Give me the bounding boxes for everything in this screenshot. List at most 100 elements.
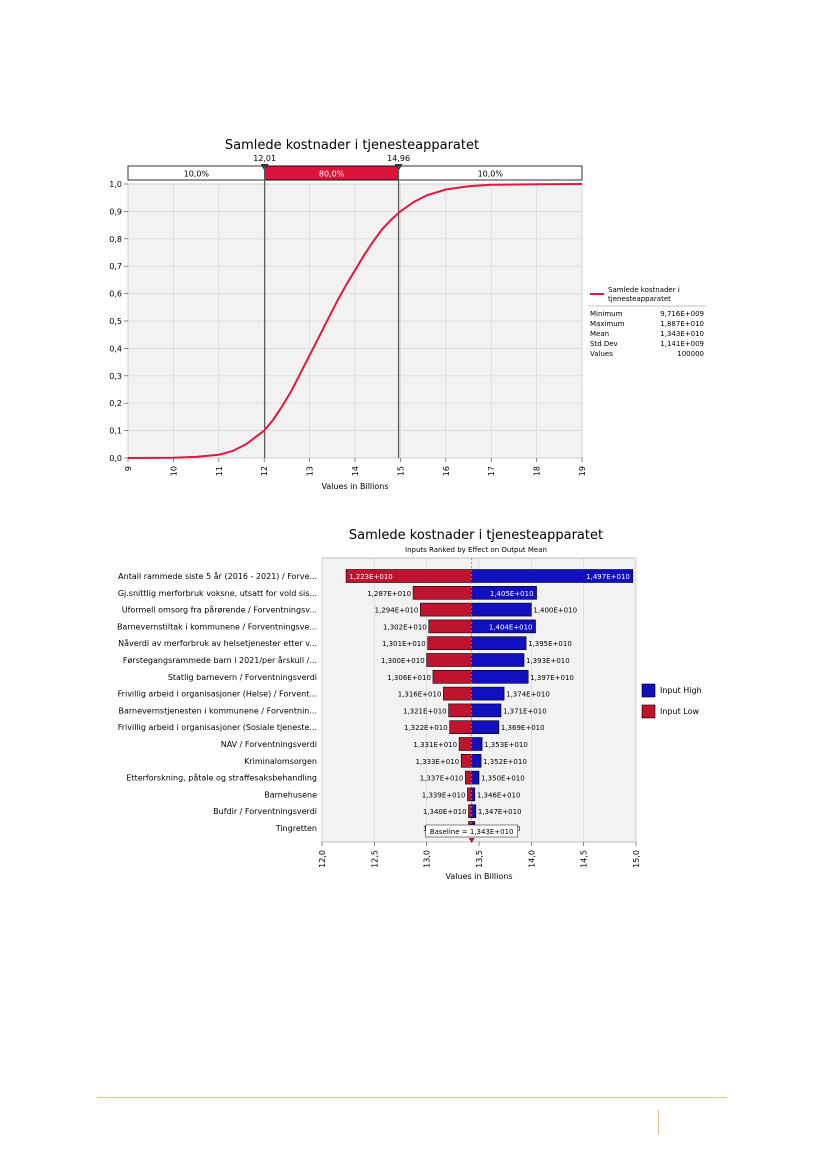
cdf-y-tick-label: 0,6 xyxy=(109,290,122,299)
tornado-low-bar xyxy=(448,703,472,718)
cdf-x-tick-label: 18 xyxy=(533,466,542,476)
cdf-y-tick-label: 0,5 xyxy=(109,317,122,326)
legend-stat-name: Values xyxy=(590,350,613,358)
cdf-x-tick-label: 17 xyxy=(487,466,496,476)
tornado-high-bar xyxy=(471,787,476,802)
tornado-low-value: 1,331E+010 xyxy=(413,741,457,749)
tornado-high-bar xyxy=(471,585,537,600)
baseline-marker-icon xyxy=(468,838,475,843)
tornado-category-label: NAV / Forventningsverdi xyxy=(221,740,317,749)
legend-label-line1: Samlede kostnader i xyxy=(608,286,680,294)
tornado-x-tick-label: 13,0 xyxy=(423,850,432,868)
tornado-low-bar xyxy=(428,619,472,634)
tornado-category-labels: Antall rammede siste 5 år (2016 - 2021) … xyxy=(117,571,317,833)
tornado-low-bar xyxy=(420,602,472,617)
cdf-title: Samlede kostnader i tjenesteapparatet xyxy=(225,138,479,153)
cdf-x-tick-label: 9 xyxy=(124,466,133,471)
legend-stat-name: Maximum xyxy=(590,320,625,328)
legend-stats: Minimum 9,716E+009 Maximum 1,887E+010 Mean 1,… xyxy=(590,310,704,358)
cdf-y-tick-label: 1,0 xyxy=(109,180,122,189)
tornado-category-label: Etterforskning, påtale og straffesaksbeh… xyxy=(126,773,317,783)
cdf-y-tick-label: 0,8 xyxy=(109,235,122,244)
tornado-category-label: Barnehusene xyxy=(264,790,317,799)
tornado-high-bar xyxy=(471,686,505,701)
tornado-low-value: 1,340E+010 xyxy=(423,808,467,816)
tornado-low-value: 1,294E+010 xyxy=(375,607,419,615)
legend-stat-name: Std Dev xyxy=(590,340,618,348)
tornado-x-tick-label: 14,0 xyxy=(527,850,536,868)
tornado-category-label: Førstegangsrammede barn i 2021/per årsku… xyxy=(123,655,317,665)
tornado-high-value: 1,395E+010 xyxy=(528,640,572,648)
cdf-y-tick-label: 0,7 xyxy=(109,262,122,271)
cdf-y-tick-label: 0,2 xyxy=(109,399,122,408)
tornado-high-value: 1,374E+010 xyxy=(506,691,550,699)
tornado-x-tick-label: 12,5 xyxy=(370,850,379,868)
tornado-low-bar xyxy=(460,753,472,768)
tornado-low-bar xyxy=(465,770,472,785)
tornado-high-bar xyxy=(471,753,482,768)
tornado-high-value: 1,404E+010 xyxy=(489,623,533,631)
cdf-x-tick-label: 11 xyxy=(215,466,224,476)
tornado-high-value: 1,405E+010 xyxy=(490,590,534,598)
legend-stat-name: Minimum xyxy=(590,310,623,318)
tornado-low-value: 1,306E+010 xyxy=(387,674,431,682)
tornado-x-axis-label: Values in Billions xyxy=(445,872,512,881)
cdf-legend: Samlede kostnader i tjenesteapparatet Mi… xyxy=(588,286,706,358)
tornado-low-value: 1,321E+010 xyxy=(403,707,447,715)
cdf-y-tick-label: 0,1 xyxy=(109,427,122,436)
tornado-low-bar xyxy=(412,585,472,600)
tornado-x-tick-label: 13,5 xyxy=(475,850,484,868)
tornado-high-bar xyxy=(471,770,480,785)
tornado-high-bar xyxy=(471,703,502,718)
legend-stat-value: 1,141E+009 xyxy=(660,340,704,348)
tornado-low-bar xyxy=(468,804,472,819)
cdf-y-axis: 0,0 0,1 0,2 0,3 0,4 0,5 0,6 0,7 0,8 0,9 1,0 xyxy=(109,180,128,463)
tornado-bars: 1,223E+010 1,497E+010 1,287E+010 1,405E+010… xyxy=(345,569,634,835)
cdf-x-tick-label: 13 xyxy=(306,466,315,476)
tornado-high-value: 1,397E+010 xyxy=(530,674,574,682)
tornado-low-value: 1,300E+010 xyxy=(381,657,425,665)
legend-low-label: Input Low xyxy=(660,707,699,716)
tornado-low-value: 1,337E+010 xyxy=(420,775,464,783)
cdf-x-tick-label: 14 xyxy=(351,466,360,476)
footer-page-divider xyxy=(658,1110,659,1134)
percentile-middle-label: 80,0% xyxy=(319,170,345,179)
tornado-category-label: Nåverdi av merforbruk av helsetjenester … xyxy=(118,638,317,648)
percentile-left-label: 10,0% xyxy=(184,170,210,179)
legend-label-line2: tjenesteapparatet xyxy=(608,295,671,303)
baseline-label-box xyxy=(425,824,518,838)
tornado-high-bar xyxy=(471,669,529,684)
tornado-low-value: 1,301E+010 xyxy=(382,640,426,648)
percentile-band: 10,0% 80,0% 10,0% 12,01 14,96 xyxy=(127,154,583,181)
tornado-category-label: Frivillig arbeid i organisasjoner (Helse… xyxy=(118,690,317,699)
cdf-x-tick-label: 16 xyxy=(442,466,451,476)
tornado-low-bar xyxy=(443,686,472,701)
cdf-x-tick-label: 10 xyxy=(169,466,178,476)
percentile-right-label: 10,0% xyxy=(478,170,504,179)
tornado-high-value: 1,346E+010 xyxy=(477,791,521,799)
percentile-right-value: 14,96 xyxy=(387,154,410,163)
tornado-category-label: Frivillig arbeid i organisasjoner (Sosia… xyxy=(118,723,317,732)
cdf-chart: Samlede kostnader i tjenesteapparatet 10… xyxy=(109,138,706,491)
cdf-x-axis-label: Values in Billions xyxy=(321,482,388,491)
tornado-low-bar xyxy=(449,720,472,735)
tornado-legend: Input High Input Low xyxy=(641,683,702,719)
tornado-low-value: 1,339E+010 xyxy=(422,791,466,799)
cdf-x-tick-label: 12 xyxy=(260,466,269,476)
tornado-category-label: Barnevernstjenesten i kommunene / Forven… xyxy=(119,706,317,715)
tornado-low-value: 1,333E+010 xyxy=(416,758,460,766)
cdf-x-tick-label: 15 xyxy=(396,466,405,476)
tornado-category-label: Statlig barnevern / Forventningsverdi xyxy=(168,673,317,682)
tornado-high-bar xyxy=(471,636,527,651)
cdf-y-tick-label: 0,9 xyxy=(109,207,122,216)
tornado-chart: Samlede kostnader i tjenesteapparatet In… xyxy=(117,528,702,881)
tornado-high-bar xyxy=(471,737,483,751)
tornado-high-value: 1,497E+010 xyxy=(586,573,630,581)
legend-stat-value: 100000 xyxy=(677,350,704,358)
legend-low-swatch xyxy=(641,704,656,719)
tornado-high-value: 1,369E+010 xyxy=(501,724,545,732)
tornado-category-label: Gj.snittlig merforbruk voksne, utsatt fo… xyxy=(118,589,317,598)
cdf-series-line xyxy=(127,183,583,459)
percentile-left-value: 12,01 xyxy=(253,154,276,163)
tornado-high-value: 1,393E+010 xyxy=(526,657,570,665)
